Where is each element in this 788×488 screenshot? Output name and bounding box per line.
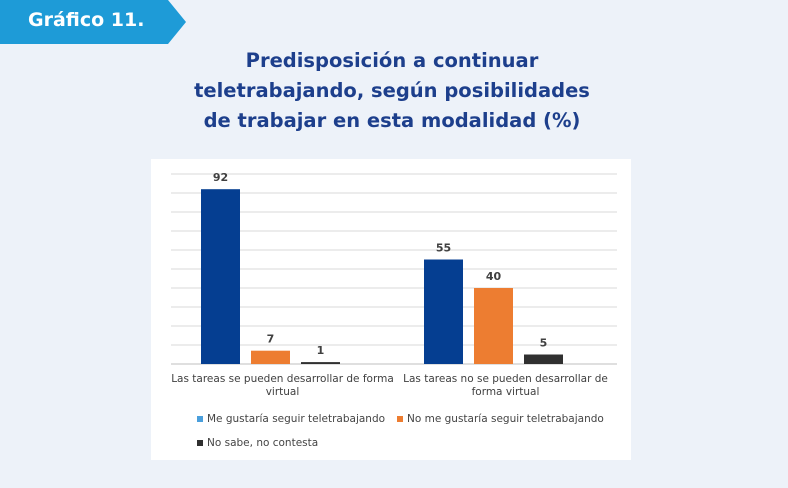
legend-entry: No sabe, no contesta (197, 437, 318, 449)
badge-shape (0, 0, 186, 44)
bar (201, 189, 240, 364)
chart-title-line-2: teletrabajando, según posibilidades (194, 79, 590, 102)
data-label: 5 (540, 337, 548, 350)
chart-number-badge: Gráfico 11. (0, 0, 186, 44)
legend-swatch (397, 416, 403, 422)
category-label: forma virtual (472, 386, 540, 398)
legend-entry: No me gustaría seguir teletrabajando (397, 413, 604, 425)
legend-swatch (197, 440, 203, 446)
chart-title-line-1: Predisposición a continuar (245, 49, 539, 72)
data-label: 92 (213, 171, 228, 184)
legend-label: No me gustaría seguir teletrabajando (407, 413, 604, 425)
legend-swatch (197, 416, 203, 422)
category-label: Las tareas se pueden desarrollar de form… (171, 373, 394, 385)
bar (524, 354, 563, 364)
bar (251, 350, 290, 364)
legend-label: No sabe, no contesta (207, 437, 319, 449)
bar (474, 288, 513, 364)
chart-title-line-3: de trabajar en esta modalidad (%) (203, 109, 581, 132)
bar (301, 362, 340, 364)
legend-label: Me gustaría seguir teletrabajando (207, 413, 386, 425)
data-label: 1 (317, 344, 325, 357)
data-label: 55 (436, 242, 451, 255)
category-label: virtual (266, 386, 300, 398)
chart-title: Predisposición a continuar teletrabajand… (150, 46, 634, 136)
legend-entry: Me gustaría seguir teletrabajando (197, 413, 385, 425)
bar-chart: 92 7 1 Las tareas se pueden desarrollar de … (171, 171, 617, 398)
data-label: 7 (267, 333, 275, 346)
chart-panel: 92 7 1 Las tareas se pueden desarrollar de … (151, 159, 631, 460)
data-label: 40 (486, 270, 502, 283)
chart-number-label: Gráfico 11. (28, 9, 145, 31)
bar (424, 259, 463, 364)
category-label: Las tareas no se pueden desarrollar de (403, 373, 608, 385)
